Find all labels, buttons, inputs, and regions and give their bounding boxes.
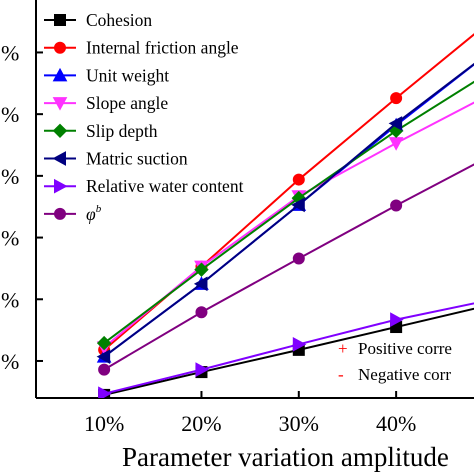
legend-item: Internal friction angle	[44, 38, 239, 58]
legend-marker	[54, 207, 66, 220]
y-tick-label: %	[1, 102, 19, 127]
legend-marker	[54, 41, 66, 54]
legend: Cohesion Internal friction angle Unit weig…	[44, 10, 244, 224]
x-axis-label: Parameter variation amplitude	[122, 442, 449, 472]
y-tick-label: %	[1, 287, 19, 312]
data-point	[390, 312, 404, 327]
x-tick-label: 40%	[376, 411, 416, 436]
legend-item: Relative water content	[44, 176, 244, 196]
legend-item: Slip depth	[44, 121, 158, 141]
series-6	[98, 302, 474, 398]
note-text: Negative corr	[358, 365, 451, 384]
legend-marker	[52, 151, 66, 166]
legend-marker	[54, 178, 68, 194]
legend-item: Slope angle	[44, 93, 168, 113]
data-point	[195, 306, 208, 319]
data-point	[96, 335, 112, 351]
legend-marker	[52, 67, 68, 82]
data-point	[292, 252, 305, 265]
x-tick-label: 10%	[84, 411, 124, 436]
legend-item: Unit weight	[44, 65, 169, 85]
data-point	[98, 386, 112, 398]
data-point	[194, 262, 209, 277]
series-5	[96, 62, 474, 364]
legend-label: Slip depth	[86, 121, 158, 141]
legend-item: Cohesion	[44, 10, 152, 30]
data-point	[388, 137, 404, 151]
data-point	[388, 116, 403, 131]
legend-label: Relative water content	[86, 176, 244, 196]
data-point	[291, 197, 305, 213]
y-tick-label: %	[1, 164, 19, 189]
legend-label: Slope angle	[86, 93, 168, 113]
legend-marker	[52, 123, 68, 139]
y-tick-label: %	[1, 226, 19, 251]
data-point	[390, 92, 403, 105]
legend-marker	[52, 97, 68, 111]
series-line	[103, 101, 474, 349]
data-point	[292, 336, 307, 352]
data-series	[96, 33, 474, 398]
note-symbol: -	[338, 365, 344, 384]
data-point	[193, 276, 208, 292]
legend-label: φb	[86, 203, 102, 224]
legend-label: Matric suction	[86, 149, 188, 169]
note-symbol: +	[338, 339, 348, 358]
data-point	[390, 199, 403, 212]
x-tick-label: 30%	[279, 411, 319, 436]
y-tick-label: %	[1, 349, 19, 374]
legend-item: φb	[44, 203, 102, 224]
x-axis-ticks: 10%20%30%40%5	[84, 391, 416, 436]
legend-item: Matric suction	[44, 149, 188, 169]
legend-marker	[54, 14, 66, 26]
note-text: Positive corre	[358, 339, 452, 358]
legend-label: Unit weight	[86, 65, 169, 85]
data-point	[292, 173, 305, 186]
x-tick-label: 20%	[181, 411, 221, 436]
correlation-note: + Positive corre- Negative corr	[338, 339, 452, 384]
y-tick-label: %	[1, 40, 19, 65]
series-4	[96, 80, 474, 351]
data-point	[98, 363, 111, 376]
y-axis-ticks: %%%%%%	[1, 40, 43, 374]
legend-label: Cohesion	[86, 10, 152, 30]
data-point	[195, 362, 210, 377]
legend-label: Internal friction angle	[86, 38, 239, 58]
series-7	[98, 163, 474, 376]
data-point	[96, 349, 111, 364]
